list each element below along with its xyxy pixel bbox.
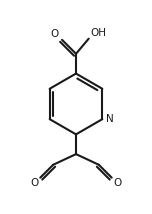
Text: OH: OH (90, 28, 106, 38)
Text: N: N (106, 114, 114, 124)
Text: O: O (50, 29, 58, 39)
Text: O: O (31, 178, 39, 188)
Text: O: O (113, 178, 121, 188)
